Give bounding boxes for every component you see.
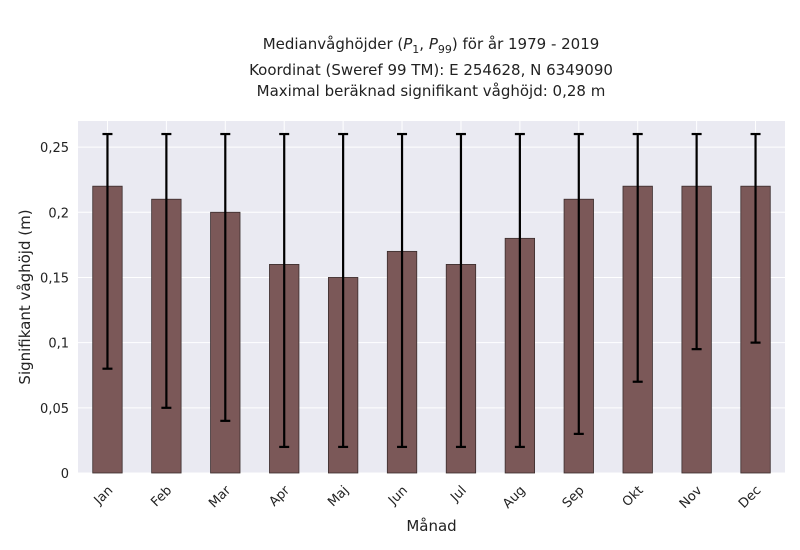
x-tick-label: Aug	[500, 483, 529, 512]
title-line-1-suffix: ) för år 1979 - 2019	[451, 35, 600, 53]
y-tick-label: 0,2	[48, 206, 69, 221]
title-p99-subscript: 99	[437, 43, 452, 56]
x-tick-label: Okt	[620, 483, 647, 510]
plot-area	[78, 121, 785, 473]
x-tick-labels: Jan Feb Mar Apr Maj Jun Jul Aug Sep Okt Nov Dec	[91, 483, 765, 512]
y-tick-label: 0,15	[40, 271, 69, 286]
title-line-2: Koordinat (Sweref 99 TM): E 254628, N 63…	[249, 61, 613, 79]
title-line-1: Medianvåghöjder (P1, P99) för år 1979 - …	[80, 34, 782, 60]
x-tick-label: Mar	[206, 483, 234, 511]
x-axis-label: Månad	[406, 517, 456, 535]
title-separator: ,	[419, 35, 429, 53]
x-tick-label: Dec	[736, 483, 764, 511]
y-axis-label: Signifikant våghöjd (m)	[16, 209, 34, 384]
y-tick-label: 0	[61, 467, 69, 482]
x-tick-label: Jan	[91, 483, 116, 508]
x-tick-label: Jul	[447, 483, 469, 505]
x-tick-label: Apr	[267, 483, 294, 510]
title-p1-symbol: P	[403, 35, 413, 53]
y-tick-label: 0,25	[40, 141, 69, 156]
title-line-1-prefix: Medianvåghöjder (	[262, 35, 404, 53]
x-tick-label: Sep	[560, 483, 588, 511]
y-tick-label: 0,05	[40, 402, 69, 417]
title-line-3: Maximal beräknad signifikant våghöjd: 0,…	[256, 82, 606, 100]
y-tick-labels: 0 0,05 0,1 0,15 0,2 0,25	[40, 141, 69, 482]
title-p1-subscript: 1	[412, 43, 420, 56]
title-p99-symbol: P	[428, 35, 438, 53]
error-bars	[102, 132, 761, 449]
y-tick-label: 0,1	[48, 337, 69, 352]
chart-title: Medianvåghöjder (P1, P99) för år 1979 - …	[80, 34, 782, 102]
x-tick-label: Feb	[148, 483, 175, 510]
x-tick-label: Jun	[385, 483, 411, 509]
x-tick-label: Nov	[677, 483, 706, 512]
x-tick-label: Maj	[325, 483, 352, 510]
